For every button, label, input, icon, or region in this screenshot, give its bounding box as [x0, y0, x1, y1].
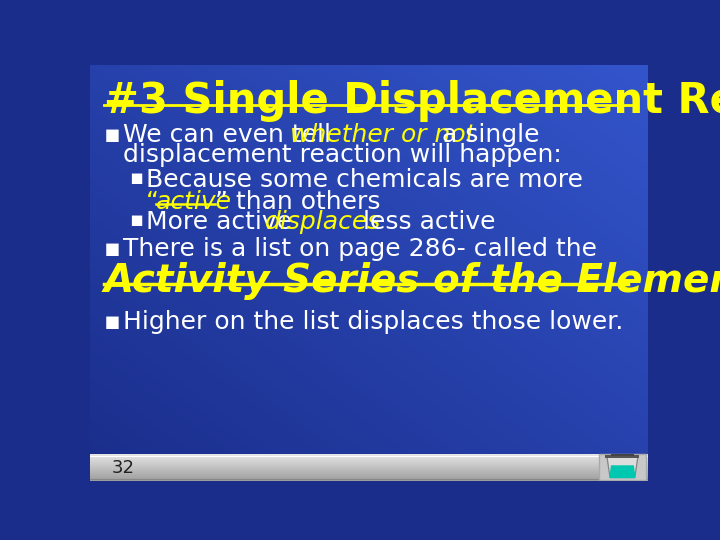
Bar [606, 455, 639, 458]
Text: There is a list on page 286- called the: There is a list on page 286- called the [122, 237, 597, 261]
Text: We can even tell: We can even tell [122, 123, 338, 147]
Text: Higher on the list displaces those lower.: Higher on the list displaces those lower… [122, 309, 623, 334]
Text: less active: less active [355, 210, 496, 234]
Polygon shape [610, 466, 635, 477]
Text: ▪: ▪ [104, 123, 121, 147]
Text: Activity Series of the Elements: Activity Series of the Elements [104, 262, 720, 300]
Text: More active: More active [145, 210, 300, 234]
Text: whether or not: whether or not [290, 123, 475, 147]
Text: active: active [156, 190, 232, 213]
Polygon shape [607, 457, 638, 477]
Text: 32: 32 [112, 458, 135, 476]
Text: #3 Single Displacement Reactions: #3 Single Displacement Reactions [104, 80, 720, 122]
Text: displaces: displaces [265, 210, 382, 234]
Text: Because some chemicals are more: Because some chemicals are more [145, 168, 582, 192]
Text: a single: a single [433, 123, 539, 147]
Bar [599, 454, 646, 480]
Text: ▪: ▪ [129, 210, 143, 230]
Text: displacement reaction will happen:: displacement reaction will happen: [122, 143, 562, 167]
Text: “: “ [145, 190, 159, 213]
Text: ▪: ▪ [104, 237, 121, 261]
Text: ▪: ▪ [129, 168, 143, 188]
Text: ” than others: ” than others [215, 190, 380, 213]
Text: ▪: ▪ [104, 309, 121, 334]
Bar [611, 454, 634, 456]
